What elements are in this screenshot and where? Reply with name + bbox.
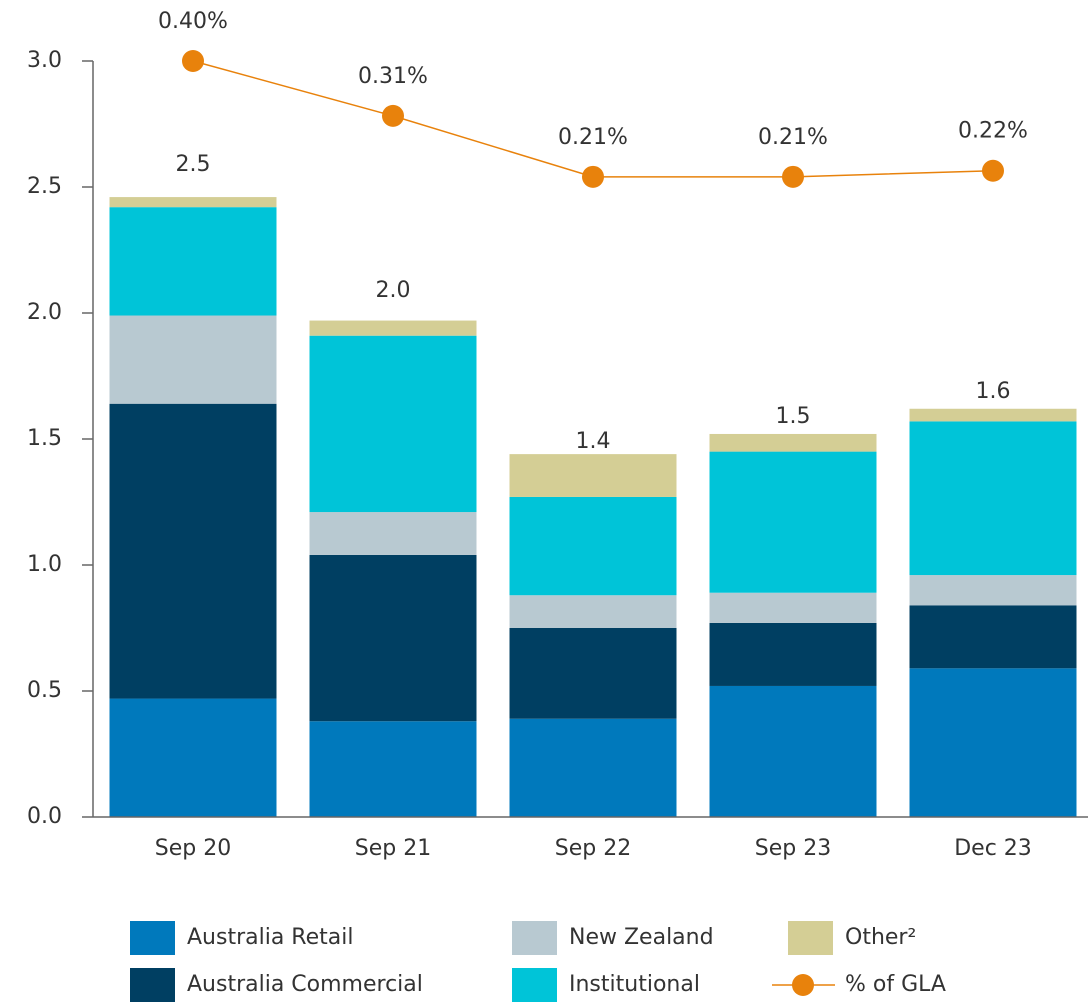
total-label: 2.5 (176, 152, 211, 177)
total-label: 1.4 (576, 429, 611, 454)
x-tick-label: Sep 23 (755, 836, 831, 861)
line-value-label: 0.21% (558, 125, 628, 150)
bar-segment (709, 592, 877, 623)
y-tick-label: 0.0 (27, 804, 62, 829)
y-tick-label: 3.0 (27, 48, 62, 73)
x-tick-label: Dec 23 (954, 836, 1032, 861)
total-label: 2.0 (376, 278, 411, 303)
line-point (382, 104, 404, 127)
bar-segment (309, 320, 477, 336)
bar-segment (909, 421, 1077, 576)
y-tick-label: 2.0 (27, 300, 62, 325)
line-point (582, 165, 604, 188)
legend-label: % of GLA (845, 972, 946, 997)
y-tick-label: 1.0 (27, 552, 62, 577)
bar-segment (309, 554, 477, 722)
bar-segment (309, 721, 477, 817)
total-label: 1.6 (976, 379, 1011, 404)
legend-label: Institutional (569, 972, 700, 997)
line-value-label: 0.40% (158, 9, 228, 34)
line-point (182, 50, 204, 72)
line (192, 60, 994, 178)
bar-segment (109, 403, 277, 699)
legend-label: Australia Retail (187, 925, 353, 950)
bar-segment (909, 408, 1077, 422)
line-value-label: 0.21% (758, 125, 828, 150)
line-value-label: 0.31% (358, 64, 428, 89)
y-tick-label: 1.5 (27, 426, 62, 451)
bar-segment (109, 315, 277, 404)
bar-segment (709, 433, 877, 452)
x-tick-label: Sep 20 (155, 836, 231, 861)
bar-segment (909, 605, 1077, 669)
legend-swatch (512, 968, 557, 1002)
bar-segment (509, 496, 677, 596)
legend-label: Australia Commercial (187, 972, 423, 997)
x-tick-label: Sep 21 (355, 836, 431, 861)
legend-swatch (130, 921, 175, 955)
bar-segment (509, 628, 677, 719)
legend-swatch (512, 921, 557, 955)
x-tick-label: Sep 22 (555, 836, 631, 861)
y-tick-label: 2.5 (27, 174, 62, 199)
legend-label: New Zealand (569, 925, 714, 950)
bar-segment (109, 698, 277, 817)
bar-segment (709, 451, 877, 593)
bar-segment (109, 197, 277, 208)
legend-swatch (788, 921, 833, 955)
bar-segment (909, 575, 1077, 606)
legend-label: Other² (845, 925, 916, 950)
bar-segment (709, 685, 877, 817)
total-label: 1.5 (776, 404, 811, 429)
bar-segment (909, 668, 1077, 817)
bar-segment (309, 512, 477, 555)
line-point (982, 159, 1004, 182)
bar-segment (509, 454, 677, 497)
bar-segment (509, 595, 677, 628)
legend-swatch (130, 968, 175, 1002)
line-value-label: 0.22% (958, 119, 1028, 144)
legend-marker (792, 974, 814, 996)
line-point (782, 165, 804, 188)
bar-segment (309, 335, 477, 513)
y-tick-label: 0.5 (27, 678, 62, 703)
bar-segment (109, 207, 277, 316)
bar-segment (709, 622, 877, 686)
bar-segment (509, 718, 677, 817)
